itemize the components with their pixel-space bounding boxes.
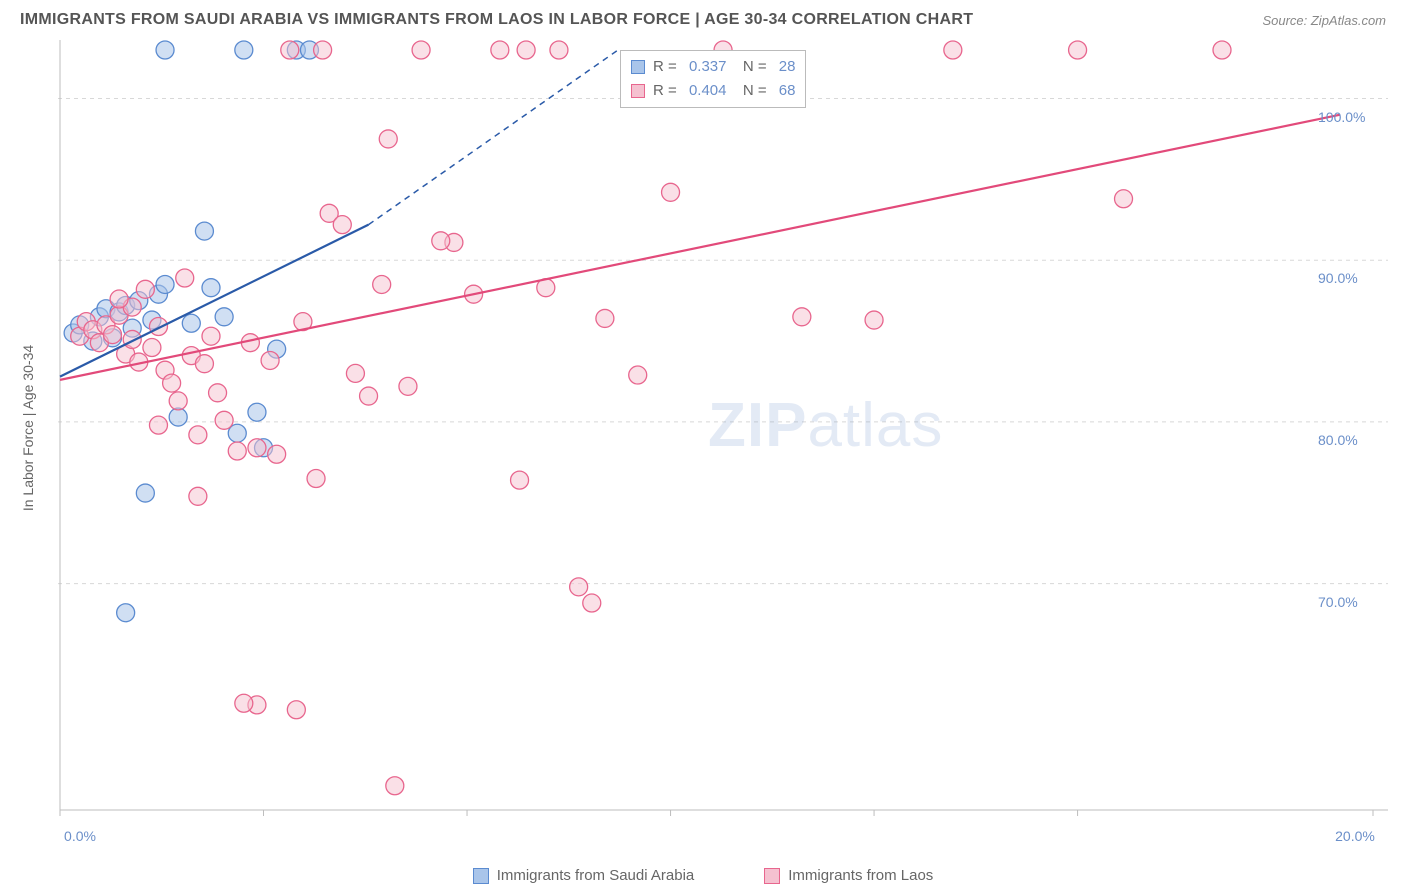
legend-swatch-icon bbox=[473, 868, 489, 884]
legend-label: Immigrants from Laos bbox=[788, 867, 933, 884]
n-value: 28 bbox=[779, 55, 796, 79]
stat-label: R = bbox=[653, 55, 681, 79]
source-attribution: Source: ZipAtlas.com bbox=[1262, 13, 1386, 28]
chart-header: IMMIGRANTS FROM SAUDI ARABIA VS IMMIGRAN… bbox=[0, 0, 1406, 40]
scatter-chart-svg bbox=[58, 40, 1388, 830]
y-axis-label: In Labor Force | Age 30-34 bbox=[20, 345, 36, 511]
correlation-legend-box: R = 0.337 N = 28R = 0.404 N = 68 bbox=[620, 50, 806, 108]
correlation-row: R = 0.404 N = 68 bbox=[631, 79, 795, 103]
legend-swatch-icon bbox=[631, 84, 645, 98]
y-tick-label: 90.0% bbox=[1318, 270, 1358, 286]
chart-area bbox=[58, 40, 1388, 830]
legend-swatch-icon bbox=[631, 60, 645, 74]
legend-label: Immigrants from Saudi Arabia bbox=[497, 867, 695, 884]
stat-label: N = bbox=[734, 55, 770, 79]
legend-swatch-icon bbox=[764, 868, 780, 884]
n-value: 68 bbox=[779, 79, 796, 103]
stat-label: N = bbox=[734, 79, 770, 103]
legend: Immigrants from Saudi Arabia Immigrants f… bbox=[0, 867, 1406, 884]
x-tick-label: 0.0% bbox=[64, 828, 96, 844]
chart-title: IMMIGRANTS FROM SAUDI ARABIA VS IMMIGRAN… bbox=[20, 11, 973, 29]
x-tick-label: 20.0% bbox=[1335, 828, 1375, 844]
r-value: 0.337 bbox=[689, 55, 727, 79]
y-tick-label: 70.0% bbox=[1318, 594, 1358, 610]
legend-item: Immigrants from Saudi Arabia bbox=[473, 867, 695, 884]
y-tick-label: 100.0% bbox=[1318, 109, 1365, 125]
r-value: 0.404 bbox=[689, 79, 727, 103]
stat-label: R = bbox=[653, 79, 681, 103]
legend-item: Immigrants from Laos bbox=[764, 867, 933, 884]
correlation-row: R = 0.337 N = 28 bbox=[631, 55, 795, 79]
y-tick-label: 80.0% bbox=[1318, 432, 1358, 448]
